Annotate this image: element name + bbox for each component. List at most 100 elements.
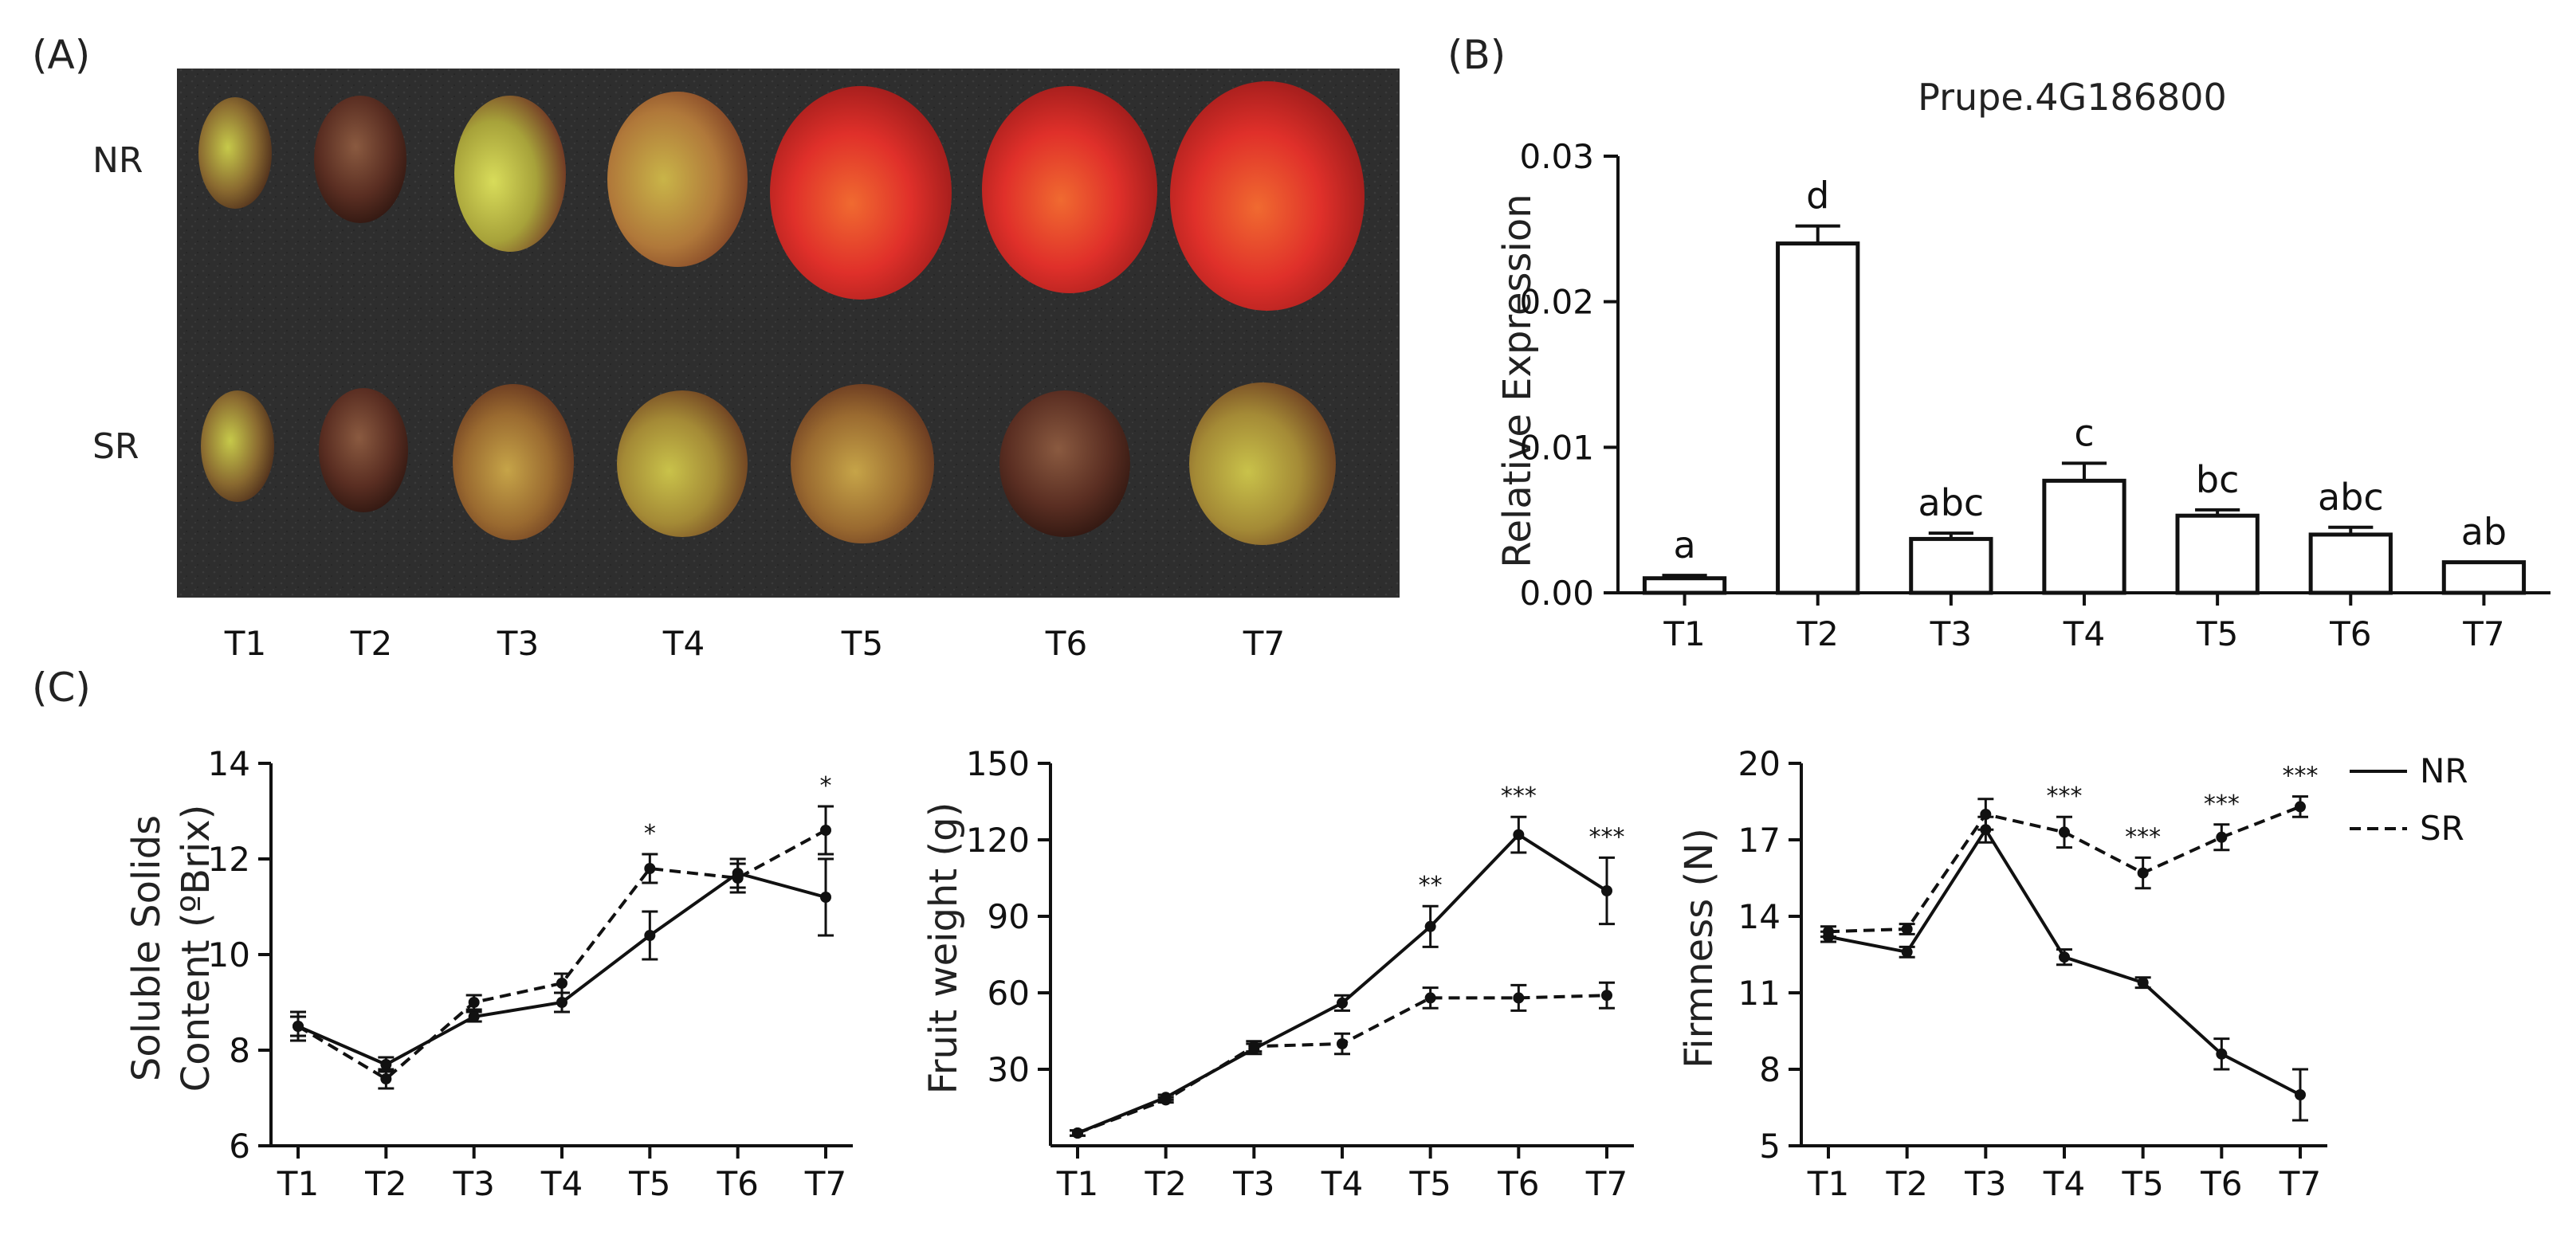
data-point-sr xyxy=(293,1021,304,1032)
significance-marker: *** xyxy=(1589,823,1625,851)
sr-fruit-t1 xyxy=(201,390,274,502)
photo-time-label: T5 xyxy=(841,624,883,663)
data-point-nr xyxy=(2059,951,2070,963)
data-point-sr xyxy=(820,825,831,836)
chart-b-x-tick-label: T4 xyxy=(2063,614,2105,653)
fruit-photo-panel xyxy=(177,69,1400,598)
chart-b-title: Prupe.4G186800 xyxy=(1918,76,2227,119)
x-tick-label: T4 xyxy=(2043,1164,2085,1203)
y-tick-label: 17 xyxy=(1738,821,1781,860)
data-point-sr xyxy=(468,997,480,1008)
data-point-sr xyxy=(1601,990,1612,1002)
data-point-nr xyxy=(380,1059,392,1070)
chart-c3-ylabel: Firmness (N) xyxy=(1677,828,1722,1069)
chart-c3-legend: NR SR xyxy=(2350,751,2468,848)
chart-b-x-tick-label: T2 xyxy=(1797,614,1839,653)
data-point-nr xyxy=(1337,997,1348,1009)
chart-b-x-tick-label: T7 xyxy=(2462,614,2504,653)
data-point-sr xyxy=(556,978,567,989)
y-tick-label: 12 xyxy=(208,840,250,879)
chart-b-significance-letter: bc xyxy=(2196,458,2240,501)
x-tick-label: T6 xyxy=(716,1164,758,1203)
chart-b-bar xyxy=(2175,513,2260,595)
y-tick-label: 90 xyxy=(988,897,1030,936)
data-point-nr xyxy=(1901,946,1913,958)
photo-time-labels: T1 T2 T3 T4 T5 T6 T7 xyxy=(224,624,1285,663)
y-tick-label: 60 xyxy=(988,974,1030,1013)
x-tick-label: T3 xyxy=(452,1164,494,1203)
chart-b-bar xyxy=(1642,576,1727,595)
series-line-nr xyxy=(297,871,827,1067)
chart-b-significance-letter: ab xyxy=(2461,511,2507,554)
y-tick-label: 6 xyxy=(229,1127,250,1166)
x-tick-label: T5 xyxy=(1408,1164,1451,1203)
data-point-sr xyxy=(1901,923,1913,935)
nr-fruit-t4 xyxy=(607,92,748,267)
significance-marker: *** xyxy=(2283,763,2319,790)
x-tick-label: T2 xyxy=(1144,1164,1186,1203)
chart-b-y-tick-label: 0.02 xyxy=(1519,283,1594,322)
nr-fruit-t2 xyxy=(314,96,406,223)
chart-b-x-tick-label: T6 xyxy=(2329,614,2371,653)
data-point-nr xyxy=(2137,977,2149,989)
nr-fruit-t1 xyxy=(198,97,272,209)
nr-fruit-t5 xyxy=(770,86,952,300)
chart-b-bar xyxy=(1909,536,1993,595)
y-tick-label: 5 xyxy=(1759,1127,1781,1166)
x-tick-label: T7 xyxy=(804,1164,846,1203)
sr-fruit-t6 xyxy=(999,390,1130,537)
chart-c2: Fruit weight (g) 30 60 90 120 150 T1 T2 T3 T4 T5 T… xyxy=(921,744,1634,1203)
panel-label-c: (C) xyxy=(32,665,91,711)
chart-b-significance-letter: abc xyxy=(1918,481,1985,524)
chart-c1-ylabel-line1: Soluble Solids xyxy=(124,815,169,1081)
sr-fruit-t5 xyxy=(791,384,934,543)
x-tick-label: T7 xyxy=(1585,1164,1628,1203)
sr-fruit-t7 xyxy=(1189,382,1336,545)
data-point-sr xyxy=(1248,1041,1260,1053)
data-point-sr xyxy=(1160,1094,1172,1106)
nr-fruit-row xyxy=(198,81,1365,311)
y-tick-label: 20 xyxy=(1738,744,1781,783)
chart-b-y-tick-label: 0.01 xyxy=(1519,428,1594,467)
y-tick-label: 14 xyxy=(1738,897,1781,936)
data-point-sr xyxy=(1337,1038,1348,1049)
data-point-nr xyxy=(556,997,567,1008)
x-tick-label: T4 xyxy=(540,1164,583,1203)
y-tick-label: 30 xyxy=(988,1050,1030,1089)
data-point-sr xyxy=(644,863,656,874)
x-tick-label: T1 xyxy=(277,1164,319,1203)
series-line-nr xyxy=(1077,833,1608,1135)
chart-c1: Soluble Solids Content (ºBrix) 6 8 10 12 14 T… xyxy=(124,744,853,1203)
data-point-nr xyxy=(1424,920,1436,932)
photo-time-label: T6 xyxy=(1045,624,1087,663)
significance-marker: * xyxy=(820,772,832,800)
chart-c1-ylabel-line2: Content (ºBrix) xyxy=(174,805,218,1092)
photo-time-label: T3 xyxy=(497,624,539,663)
significance-marker: *** xyxy=(1501,782,1537,810)
legend-label-sr: SR xyxy=(2420,809,2464,848)
y-tick-label: 120 xyxy=(966,821,1030,860)
chart-b-significance-letter: c xyxy=(2074,411,2094,454)
x-tick-label: T3 xyxy=(1964,1164,2006,1203)
data-point-sr xyxy=(2295,801,2306,813)
sr-fruit-t4 xyxy=(617,390,748,537)
significance-marker: *** xyxy=(2047,782,2083,810)
chart-b-bar xyxy=(2042,478,2126,595)
data-point-sr xyxy=(380,1073,392,1084)
chart-b: Prupe.4G186800 Relative Expression adabc… xyxy=(1495,76,2550,653)
x-tick-label: T6 xyxy=(2200,1164,2242,1203)
sr-fruit-t3 xyxy=(453,384,574,540)
y-tick-label: 11 xyxy=(1738,974,1781,1013)
data-point-nr xyxy=(820,892,831,903)
y-tick-label: 10 xyxy=(208,935,250,974)
nr-fruit-t6 xyxy=(982,86,1157,293)
chart-b-ylabel: Relative Expression xyxy=(1495,194,1540,567)
significance-marker: ** xyxy=(1419,872,1443,900)
chart-b-x-tick-label: T3 xyxy=(1930,614,1972,653)
photo-time-label: T1 xyxy=(224,624,266,663)
data-point-nr xyxy=(644,930,656,941)
data-point-sr xyxy=(1823,926,1834,938)
nr-fruit-t7 xyxy=(1170,81,1365,311)
chart-b-bar xyxy=(1776,241,1860,595)
